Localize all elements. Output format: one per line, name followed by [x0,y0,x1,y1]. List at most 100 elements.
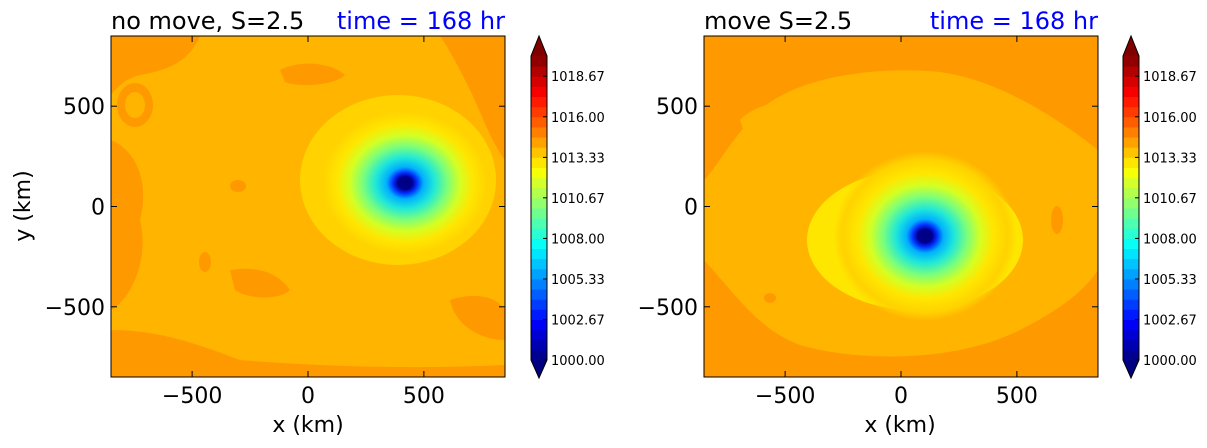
y-tick-label: 0 [684,196,698,221]
colorbar-band [1123,248,1139,260]
colorbar-band [1123,106,1139,118]
y-tick-label: 500 [656,95,698,120]
colorbar-band [1123,289,1139,300]
x-tick-label: 500 [996,384,1038,409]
colorbar-tick-label: 1010.67 [1143,192,1197,207]
colorbar-band [1123,309,1139,320]
colorbar-band [1123,116,1139,128]
left-y-axis-label: y (km) [11,170,36,241]
left-low-center [313,103,497,263]
colorbar-band [1123,86,1139,98]
colorbar-band [531,228,547,239]
colorbar-band [531,208,547,219]
colorbar-tick-label: 1016.00 [551,111,605,126]
colorbar-tick-label: 1002.67 [1143,313,1197,328]
colorbar-extend-max [1123,36,1139,56]
colorbar-band [1123,238,1139,250]
right-y-ticks: −500 0 500 [638,95,1098,321]
colorbar-band [531,76,547,87]
colorbar-band [1123,319,1139,331]
colorbar-band [1123,349,1139,361]
colorbar-tick-label: 1013.33 [1143,151,1197,166]
colorbar-tick-label: 1010.67 [551,192,605,207]
colorbar-band [531,329,547,341]
colorbar-band [531,137,547,148]
colorbar-band [1123,339,1139,351]
colorbar-tick-label: 1018.67 [1143,70,1197,85]
left-time-label: time = 168 hr [337,7,505,35]
colorbar-tick-label: 1008.00 [1143,232,1197,247]
colorbar-band [1123,76,1139,87]
colorbar-band [1123,258,1139,270]
colorbar-band [1123,228,1139,239]
colorbar-tick-label: 1000.00 [551,354,605,369]
colorbar-band [531,299,547,310]
colorbar-band [531,157,547,168]
colorbar-band [531,116,547,128]
colorbar-band [531,187,547,199]
left-title: no move, S=2.5 [111,7,304,35]
right-contour-field [704,36,1098,377]
colorbar-tick-label: 1008.00 [551,232,605,247]
colorbar-band [531,248,547,260]
colorbar-band [1123,329,1139,341]
colorbar-band [1123,187,1139,199]
y-tick-label: 0 [91,196,105,221]
right-low-center [833,151,1017,321]
right-title: move S=2.5 [704,7,852,35]
colorbar-band [1123,299,1139,310]
colorbar-band [531,66,547,77]
x-tick-label: 500 [403,384,445,409]
colorbar-tick-label: 1016.00 [1143,111,1197,126]
y-tick-label: −500 [45,296,105,321]
x-tick-label: 0 [894,384,908,409]
y-tick-label: −500 [638,296,698,321]
right-colorbar: 1000.00 1002.67 1005.33 1008.00 1010.67 1013.… [1122,34,1197,380]
colorbar-band [1123,167,1139,179]
colorbar-band [531,86,547,98]
colorbar-band [1123,126,1139,138]
colorbar-band [531,268,547,280]
colorbar-band [1123,66,1139,77]
colorbar-extend-max [531,36,547,56]
left-x-ticks: −500 0 500 [162,36,445,409]
right-time-label: time = 168 hr [930,7,1098,35]
left-contour-field [111,36,505,377]
colorbar-tick-label: 1005.33 [551,273,605,288]
colorbar-band [531,56,547,67]
colorbar-band [531,319,547,331]
colorbar-band [531,197,547,209]
colorbar-band [531,126,547,138]
left-panel: no move, S=2.5 time = 168 hr −500 0 500 −5… [11,7,506,438]
right-x-axis-label: x (km) [864,413,935,438]
colorbar-band [531,339,547,351]
colorbar-band [531,238,547,250]
colorbar-band [1123,278,1139,290]
colorbar-extend-min [1123,360,1139,378]
colorbar-band [1123,147,1139,158]
colorbar-band [1123,177,1139,189]
colorbar-band [531,96,547,108]
right-x-ticks: −500 0 500 [755,36,1038,409]
left-colorbar: 1000.00 1002.67 1005.33 1008.00 1010.67 1013.… [530,34,605,380]
colorbar-band [531,147,547,158]
x-tick-label: −500 [755,384,815,409]
colorbar-band [1123,56,1139,67]
colorbar-band [531,349,547,361]
colorbar-tick-label: 1005.33 [1143,273,1197,288]
right-panel: move S=2.5 time = 168 hr −500 0 500 −500 0 5… [638,7,1099,438]
colorbar-tick-label: 1000.00 [1143,354,1197,369]
colorbar-band [531,278,547,290]
y-tick-label: 500 [63,95,105,120]
colorbar-band [1123,268,1139,280]
colorbar-band [531,167,547,179]
colorbar-band [531,218,547,229]
x-tick-label: 0 [301,384,315,409]
colorbar-band [1123,96,1139,108]
colorbar-extend-min [531,360,547,378]
colorbar-band [531,289,547,300]
colorbar-band [1123,157,1139,168]
colorbar-band [1123,208,1139,219]
colorbar-band [531,258,547,270]
